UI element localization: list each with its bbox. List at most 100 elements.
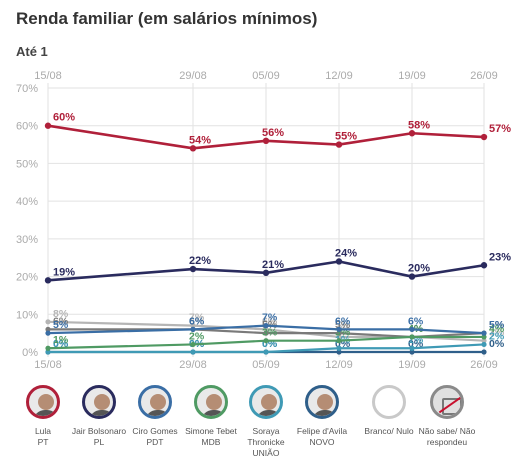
data-label: 22% [189, 255, 211, 267]
x-tick-label-top: 05/09 [252, 70, 280, 82]
x-tick-label-top: 29/08 [179, 70, 207, 82]
data-label: 3% [489, 327, 505, 339]
data-point [263, 323, 269, 329]
candidate-avatar-icon [305, 385, 339, 419]
x-tick-label-bottom: 29/08 [179, 359, 207, 371]
data-point [336, 349, 342, 355]
data-label: 54% [189, 134, 211, 146]
legend-item[interactable]: Jair Bolsonaro PL [69, 385, 129, 448]
data-point [481, 334, 487, 340]
data-point [481, 330, 487, 336]
x-tick-label-top: 19/09 [398, 70, 426, 82]
data-label: 60% [53, 112, 75, 124]
data-label: 2% [189, 330, 205, 342]
legend-party: PL [93, 437, 105, 447]
x-tick-label-bottom: 26/09 [470, 359, 498, 371]
data-point [336, 334, 342, 340]
legend-name: Jair Bolsonaro [71, 426, 127, 436]
data-point [45, 330, 51, 336]
legend-item[interactable]: Felipe d'Avila NOVO [292, 385, 352, 448]
data-point [263, 349, 269, 355]
data-point [336, 326, 342, 332]
candidate-avatar-icon [82, 385, 116, 419]
candidate-legend: Lula PT Jair Bolsonaro PL Ciro Gomes PDT Simon… [0, 385, 531, 464]
series-line-2 [47, 324, 485, 335]
legend-item[interactable]: Simone Tebet MDB [181, 385, 241, 448]
data-point [336, 345, 342, 351]
legend-party: PDT [146, 437, 164, 447]
x-tick-label-top: 26/09 [470, 70, 498, 82]
series-line-3 [47, 335, 484, 350]
legend-party: NOVO [309, 437, 335, 447]
y-tick-label: 70% [16, 83, 38, 95]
data-point [45, 319, 51, 325]
y-tick-label: 10% [16, 309, 38, 321]
data-label: 6% [189, 315, 205, 327]
legend-name: Soraya Thronicke [247, 426, 285, 447]
data-point [45, 349, 51, 355]
legend-item[interactable]: Não sabe/ Não respondeu [417, 385, 477, 448]
data-point [408, 273, 416, 280]
data-label: 3% [262, 327, 278, 339]
data-label: 7% [189, 312, 205, 324]
data-label: 23% [489, 251, 511, 263]
data-point [189, 145, 197, 152]
x-tick-label-bottom: 05/09 [252, 359, 280, 371]
data-point [190, 341, 196, 348]
legend-name: Simone Tebet [185, 426, 237, 436]
data-point [189, 265, 197, 273]
data-label: 6% [189, 315, 205, 327]
data-point [409, 349, 415, 355]
legend-party: MDB [201, 437, 221, 447]
series-line-4 [48, 343, 485, 354]
y-tick-label: 0% [22, 347, 38, 359]
data-point [44, 277, 52, 284]
legend-item[interactable]: Branco/ Nulo [359, 385, 419, 437]
data-point [409, 326, 415, 332]
x-tick-label-bottom: 15/08 [34, 359, 62, 371]
x-tick-label-top: 15/08 [34, 70, 62, 82]
no-answer-icon [430, 385, 464, 419]
data-point [409, 345, 415, 351]
legend-name: Felipe d'Avila [296, 426, 348, 436]
data-label: 1% [53, 334, 69, 346]
data-label: 6% [335, 315, 351, 327]
data-point [190, 323, 196, 329]
data-point [336, 330, 342, 336]
data-label: 21% [262, 259, 284, 271]
x-tick-label-bottom: 19/09 [398, 359, 426, 371]
data-point [480, 262, 488, 269]
legend-name: Não sabe/ Não respondeu [418, 426, 476, 447]
data-point [263, 326, 269, 332]
data-point [262, 137, 270, 144]
data-point [190, 349, 196, 355]
data-point [408, 130, 416, 137]
x-tick-label-bottom: 12/09 [325, 359, 353, 371]
legend-name: Lula [34, 426, 52, 436]
blank-vote-icon [372, 385, 406, 419]
legend-item[interactable]: Ciro Gomes PDT [125, 385, 185, 448]
data-point [409, 334, 415, 340]
y-tick-label: 60% [16, 121, 38, 133]
candidate-avatar-icon [138, 385, 172, 419]
chart-title: Renda familiar (em salários mínimos) [16, 9, 318, 28]
data-label: 5% [489, 319, 505, 331]
data-label: 57% [489, 123, 511, 135]
series-line-1 [47, 260, 485, 282]
legend-item[interactable]: Soraya Thronicke UNIÃO [236, 385, 296, 459]
data-point [336, 338, 342, 344]
data-point [44, 122, 52, 129]
data-point [335, 258, 343, 265]
candidate-avatar-icon [26, 385, 60, 419]
data-point [481, 341, 487, 348]
data-point [263, 338, 269, 344]
legend-item[interactable]: Lula PT [13, 385, 73, 448]
data-label: 6% [408, 315, 424, 327]
candidate-avatar-icon [194, 385, 228, 419]
line-chart: 0%10%20%30%40%50%60%70%15/0815/0829/0829… [16, 70, 511, 371]
legend-name: Ciro Gomes [132, 426, 178, 436]
data-label: 24% [335, 247, 357, 259]
data-point [45, 326, 51, 332]
series-line-0 [47, 124, 485, 150]
data-label: 5% [53, 319, 69, 331]
